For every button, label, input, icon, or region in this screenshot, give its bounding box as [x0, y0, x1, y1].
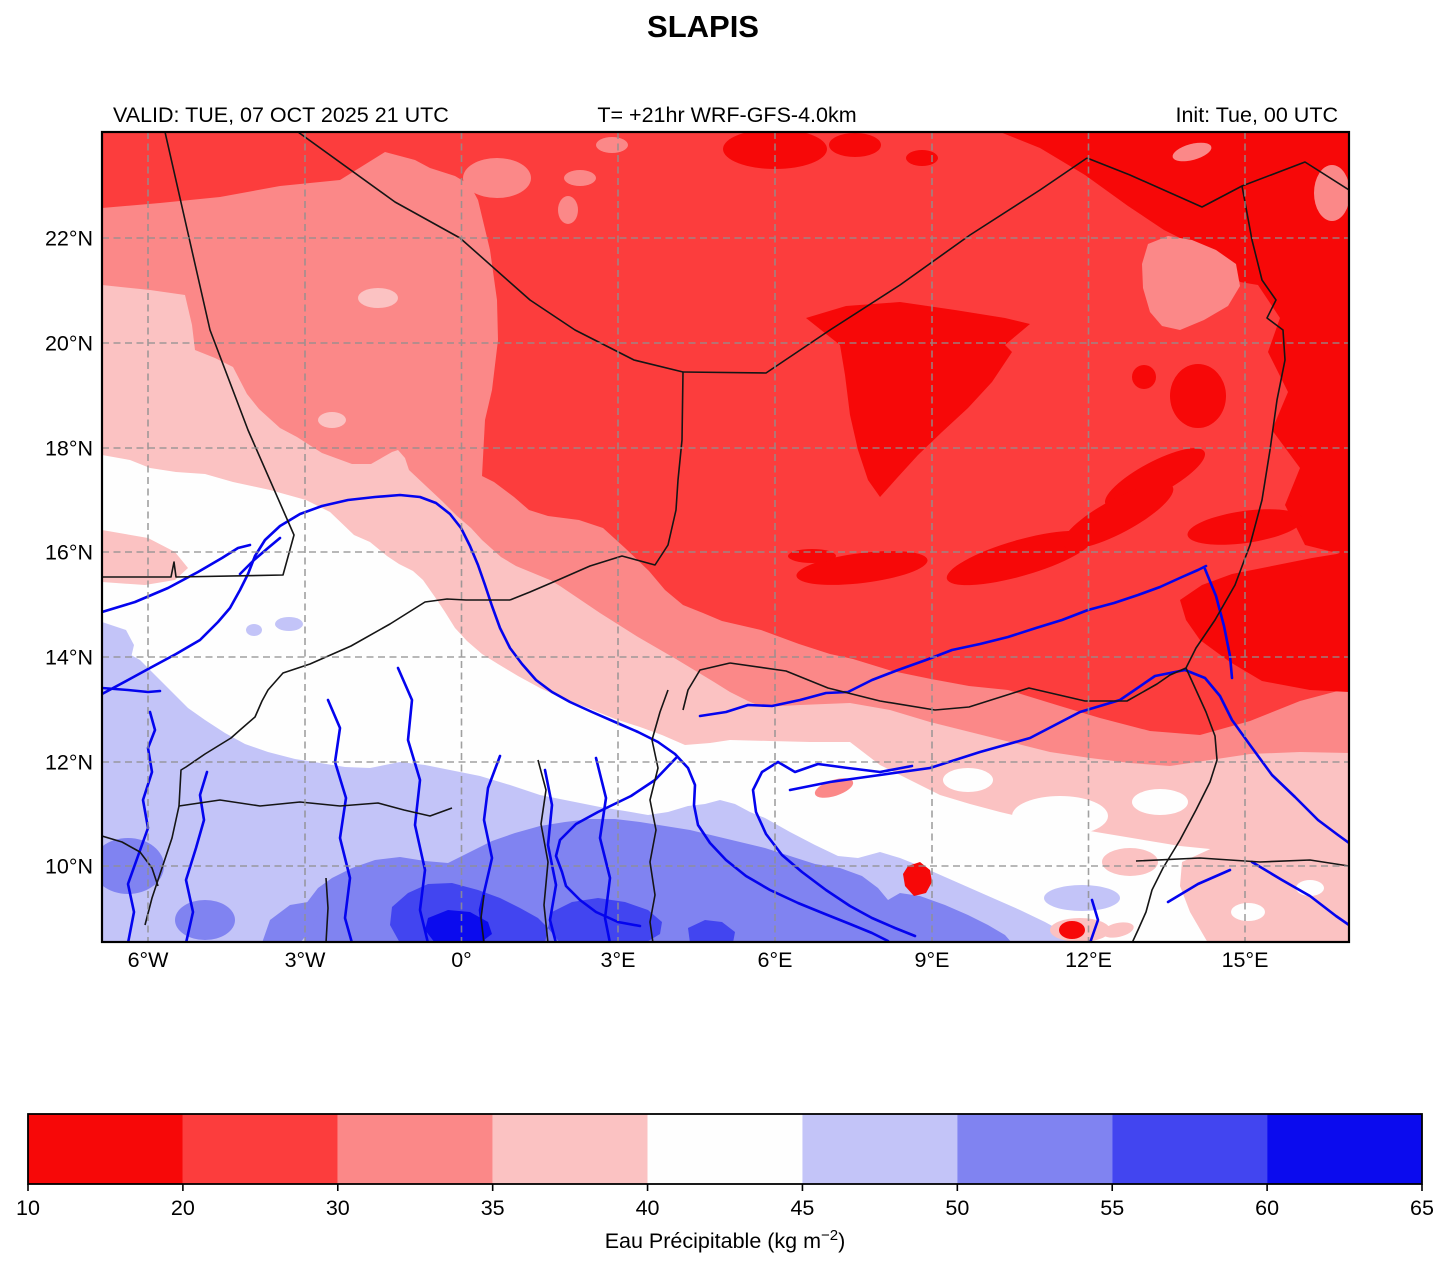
- svg-text:0°: 0°: [451, 948, 472, 972]
- svg-text:6°E: 6°E: [758, 948, 793, 972]
- svg-text:3°W: 3°W: [285, 948, 327, 972]
- svg-text:20: 20: [171, 1196, 195, 1220]
- svg-text:40: 40: [636, 1196, 660, 1220]
- svg-text:55: 55: [1100, 1196, 1124, 1220]
- svg-text:Init: Tue, 00 UTC: Init: Tue, 00 UTC: [1175, 103, 1338, 127]
- svg-text:14°N: 14°N: [45, 646, 93, 670]
- svg-text:45: 45: [790, 1196, 814, 1220]
- svg-text:30: 30: [326, 1196, 350, 1220]
- svg-text:3°E: 3°E: [601, 948, 636, 972]
- svg-text:50: 50: [945, 1196, 969, 1220]
- svg-text:12°E: 12°E: [1065, 948, 1112, 972]
- svg-text:16°N: 16°N: [45, 541, 93, 565]
- svg-text:20°N: 20°N: [45, 332, 93, 356]
- svg-text:VALID: TUE, 07 OCT 2025 21 UTC: VALID: TUE, 07 OCT 2025 21 UTC: [113, 103, 449, 127]
- svg-text:35: 35: [481, 1196, 505, 1220]
- svg-text:18°N: 18°N: [45, 437, 93, 461]
- svg-text:9°E: 9°E: [915, 948, 950, 972]
- svg-text:6°W: 6°W: [128, 948, 170, 972]
- svg-text:15°E: 15°E: [1222, 948, 1269, 972]
- svg-text:12°N: 12°N: [45, 751, 93, 775]
- svg-text:10: 10: [16, 1196, 40, 1220]
- svg-text:22°N: 22°N: [45, 227, 93, 251]
- svg-text:10°N: 10°N: [45, 855, 93, 879]
- svg-text:T= +21hr WRF-GFS-4.0km: T= +21hr WRF-GFS-4.0km: [597, 103, 856, 127]
- svg-text:60: 60: [1255, 1196, 1279, 1220]
- svg-text:SLAPIS: SLAPIS: [647, 9, 759, 44]
- svg-text:65: 65: [1410, 1196, 1434, 1220]
- svg-text:Eau Précipitable (kg m−2): Eau Précipitable (kg m−2): [605, 1227, 846, 1253]
